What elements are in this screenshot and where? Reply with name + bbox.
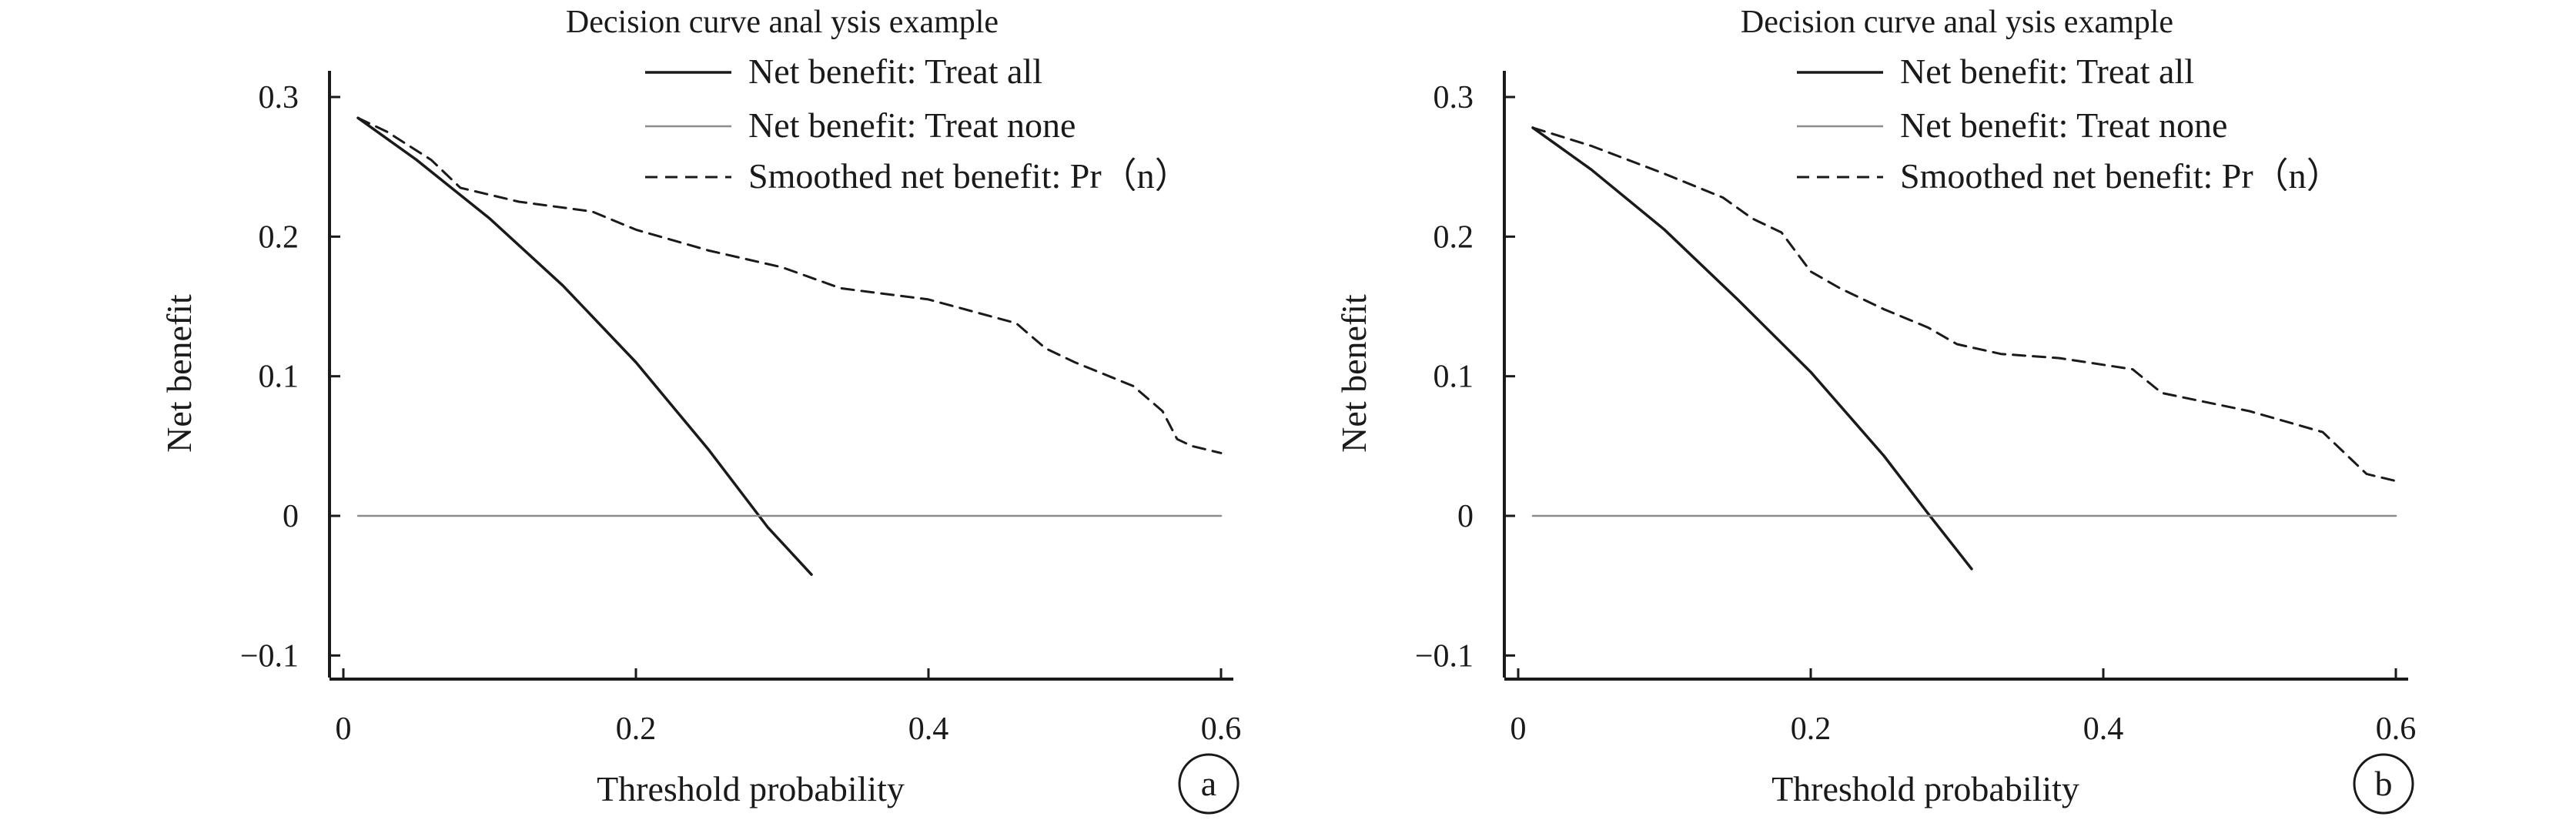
x-tick-label: 0.4 [908,711,949,747]
panel-letter-circle [2353,753,2414,815]
y-tick-label: 0 [283,499,299,534]
y-tick-label: 0.2 [259,219,299,255]
series-line-smoothed [1531,126,2397,483]
y-tick-label: 0 [1457,499,1474,534]
x-tick-label: 0.2 [1791,711,1832,747]
panel-letter-circle [1178,753,1239,815]
legend-label: Net benefit: Treat none [748,105,1076,145]
y-tick-label: 0.3 [259,80,299,115]
y-tick-label: 0.3 [1434,80,1474,115]
series-line-treat-all [1531,126,1973,571]
legend-label: Smoothed net benefit: Pr（n） [748,156,1190,196]
y-tick-label: −0.1 [240,638,299,674]
x-tick-label: 0.4 [2083,711,2124,747]
legend-label: Smoothed net benefit: Pr（n） [1900,156,2342,196]
y-axis-label: Net benefit [1334,294,1373,453]
chart-title: Decision curve anal ysis example [566,5,999,40]
y-axis-label: Net benefit [159,294,199,453]
y-tick-label: −0.1 [1415,638,1474,674]
legend-label: Net benefit: Treat none [1900,105,2227,145]
y-tick-label: 0.2 [1434,219,1474,255]
x-tick-label: 0.6 [2376,711,2417,747]
legend-label: Net benefit: Treat all [748,52,1042,91]
y-tick-label: 0.1 [259,360,299,395]
x-axis-label: Threshold probability [597,769,905,808]
x-tick-label: 0 [1510,711,1527,747]
chart-panel-b: Decision curve anal ysis example −0.1 0 0.1… [1334,5,2417,815]
chart-panel-a: Decision curve anal ysis example −0.1 0 0.1… [159,5,1242,815]
series-line-treat-all [356,116,813,576]
panel-letter: a [1201,764,1216,803]
series-line-smoothed [356,116,1223,454]
chart-title: Decision curve anal ysis example [1741,5,2173,40]
legend: Net benefit: Treat all Net benefit: Treat… [645,52,1190,196]
y-tick-label: 0.1 [1434,360,1474,395]
panel-letter: b [2375,764,2393,803]
legend: Net benefit: Treat all Net benefit: Treat… [1797,52,2342,196]
x-tick-label: 0.6 [1201,711,1242,747]
x-tick-label: 0 [336,711,352,747]
legend-label: Net benefit: Treat all [1900,52,2194,91]
x-axis-label: Threshold probability [1771,769,2079,808]
x-tick-label: 0.2 [616,711,657,747]
